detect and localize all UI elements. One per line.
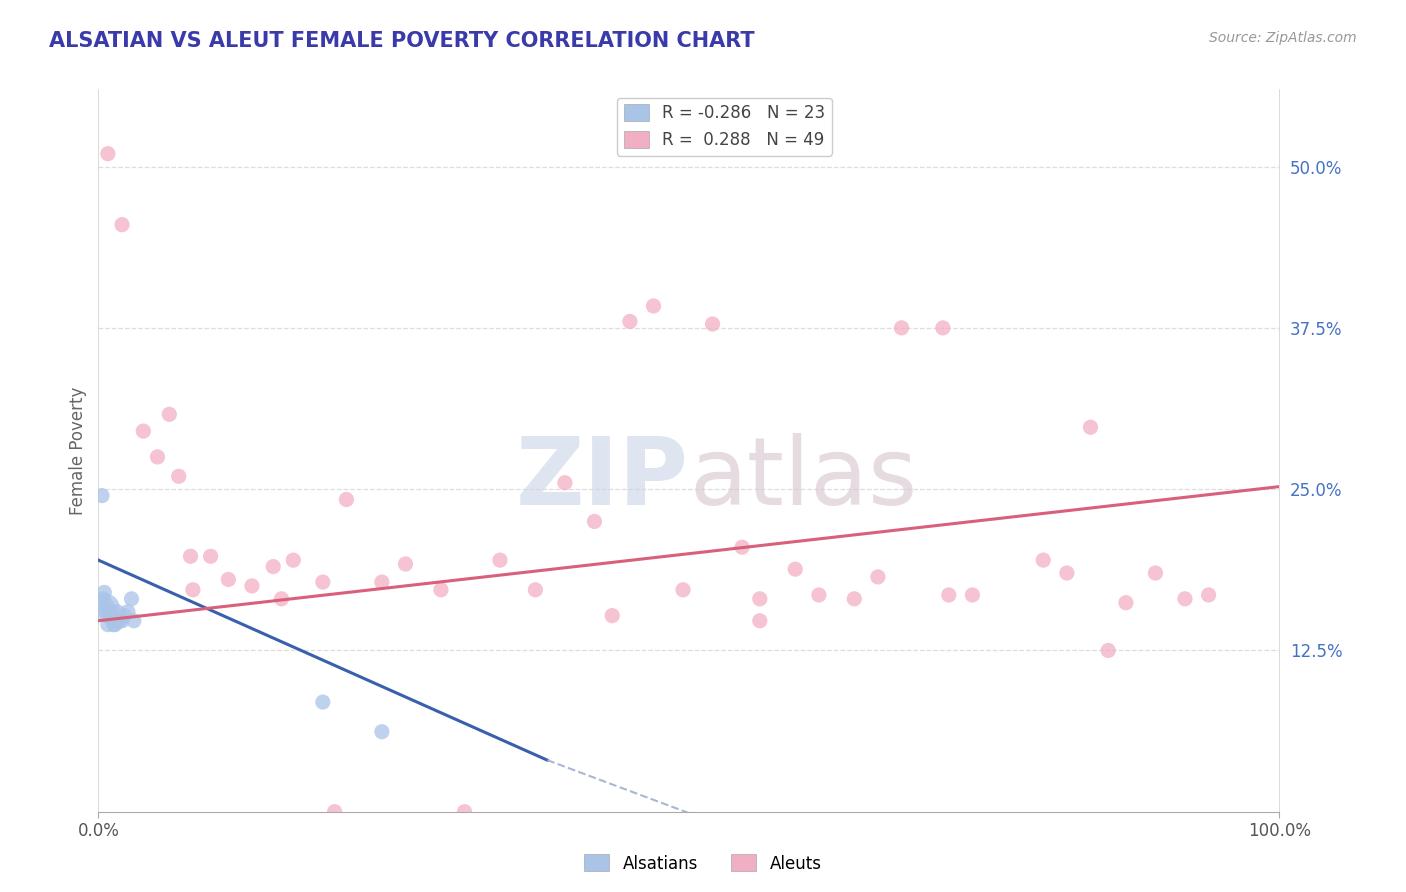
Point [583,515,606,529]
Point [1174,591,1197,606]
Point [938,588,960,602]
Point [104,617,127,632]
Legend: R = -0.286   N = 23, R =  0.288   N = 49: R = -0.286 N = 23, R = 0.288 N = 49 [617,97,832,155]
Point [702,317,724,331]
Point [105,614,128,628]
Point [240,579,263,593]
Point [100,605,122,619]
Point [785,562,807,576]
Point [105,605,128,619]
Point [97,146,120,161]
Legend: Alsatians, Aleuts: Alsatians, Aleuts [578,847,828,880]
Text: ALSATIAN VS ALEUT FEMALE POVERTY CORRELATION CHART: ALSATIAN VS ALEUT FEMALE POVERTY CORRELA… [49,31,755,51]
Point [844,591,866,606]
Point [1032,553,1054,567]
Point [312,695,335,709]
Point [453,805,475,819]
Point [108,614,131,628]
Point [312,575,335,590]
Point [748,591,770,606]
Point [111,614,134,628]
Point [111,218,134,232]
Point [91,489,114,503]
Point [97,617,120,632]
Point [270,591,292,606]
Point [91,591,114,606]
Point [167,469,190,483]
Point [262,559,284,574]
Point [117,605,139,619]
Point [371,575,394,590]
Text: ZIP: ZIP [516,434,689,525]
Y-axis label: Female Poverty: Female Poverty [69,386,87,515]
Point [103,617,125,632]
Point [731,540,754,554]
Point [1115,596,1137,610]
Point [180,549,202,564]
Point [932,321,955,335]
Point [643,299,665,313]
Point [489,553,512,567]
Point [181,582,204,597]
Point [672,582,695,597]
Point [283,553,305,567]
Point [371,724,394,739]
Point [748,614,770,628]
Point [94,605,117,619]
Point [96,599,118,613]
Point [619,314,641,328]
Point [157,407,180,422]
Point [122,614,145,628]
Point [1144,566,1167,580]
Point [98,605,121,619]
Point [1056,566,1078,580]
Point [217,573,239,587]
Point [1198,588,1220,602]
Point [200,549,222,564]
Text: Source: ZipAtlas.com: Source: ZipAtlas.com [1209,31,1357,45]
Point [94,600,117,615]
Point [335,492,357,507]
Point [1097,643,1119,657]
Point [430,582,453,597]
Point [1080,420,1102,434]
Point [866,570,889,584]
Point [323,805,346,819]
Point [146,450,169,464]
Point [600,608,623,623]
Point [101,611,124,625]
Text: atlas: atlas [689,434,917,525]
Point [807,588,830,602]
Point [524,582,547,597]
Point [962,588,984,602]
Point [554,475,576,490]
Point [112,608,135,623]
Point [93,585,115,599]
Point [394,557,416,571]
Point [121,591,143,606]
Point [98,611,121,625]
Point [132,424,155,438]
Point [890,321,912,335]
